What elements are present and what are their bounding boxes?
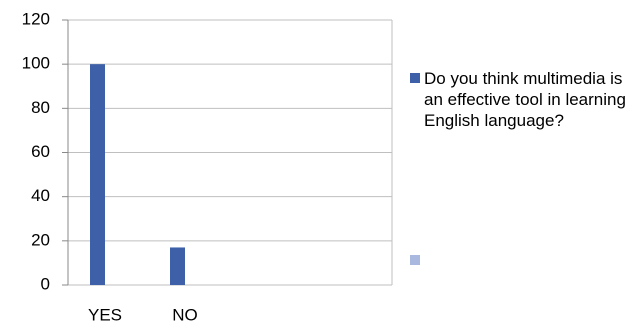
y-tick-label: 120 xyxy=(22,9,50,28)
x-tick-label: YES xyxy=(88,305,122,324)
legend-swatch xyxy=(410,73,420,83)
y-tick-label: 20 xyxy=(31,230,50,249)
y-tick-label: 100 xyxy=(22,54,50,73)
bar xyxy=(90,64,105,286)
y-tick-label: 40 xyxy=(31,186,50,205)
x-tick-label: NO xyxy=(172,305,198,324)
legend-item: Do you think multimedia is an effective … xyxy=(410,68,635,131)
y-tick-label: 0 xyxy=(41,274,50,293)
legend-label: Do you think multimedia is an effective … xyxy=(424,69,626,130)
legend-swatch xyxy=(410,255,420,265)
y-tick-label: 80 xyxy=(31,98,50,117)
bar xyxy=(170,247,185,285)
y-tick-label: 60 xyxy=(31,142,50,161)
